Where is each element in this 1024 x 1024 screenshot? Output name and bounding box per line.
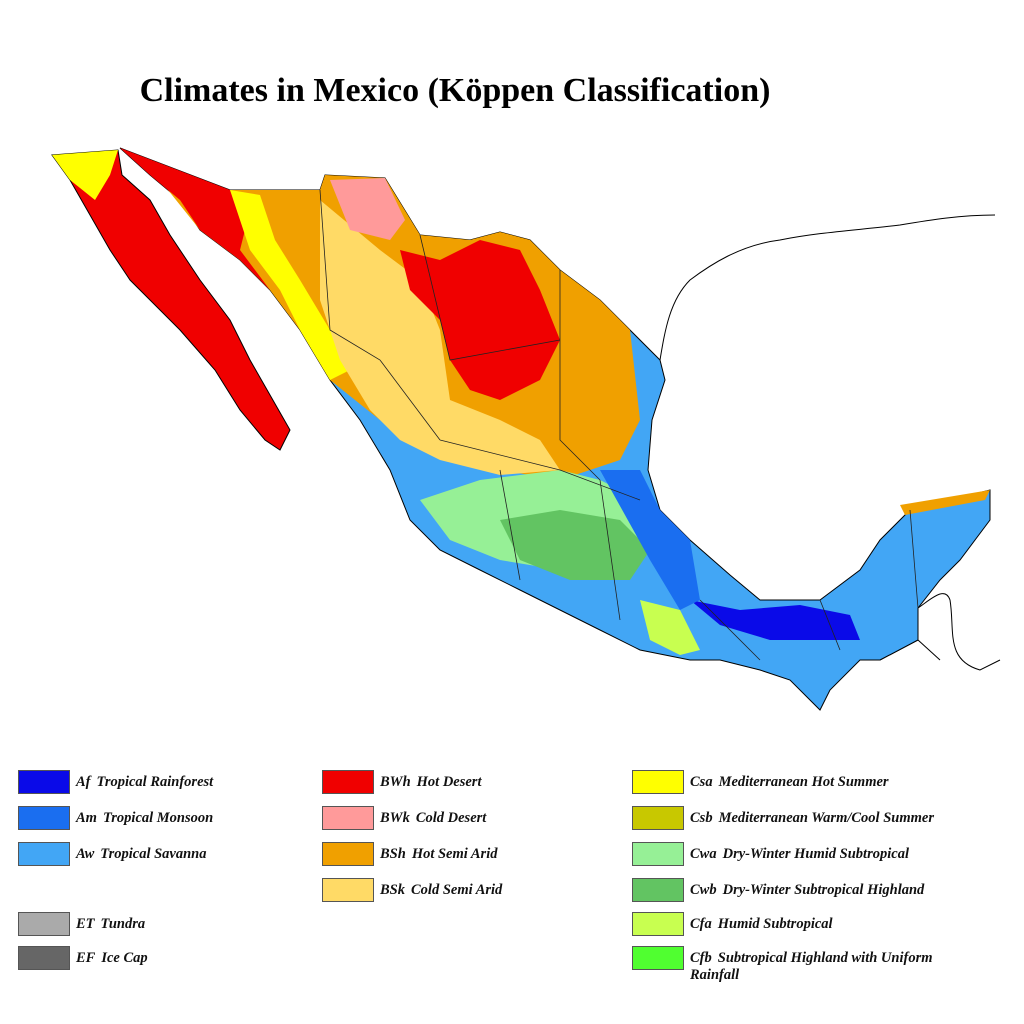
legend-item: Aw Tropical Savanna — [18, 842, 207, 866]
legend-item: Cwa Dry-Winter Humid Subtropical — [632, 842, 909, 866]
legend-swatch — [322, 770, 374, 794]
region-csa — [230, 190, 350, 380]
legend-item: BWk Cold Desert — [322, 806, 486, 830]
region-am — [600, 470, 700, 610]
legend-code: BWk — [380, 810, 410, 826]
legend-swatch — [632, 878, 684, 902]
legend-text: Cwb Dry-Winter Subtropical Highland — [690, 878, 924, 899]
legend-swatch — [632, 912, 684, 936]
legend-item: Am Tropical Monsoon — [18, 806, 213, 830]
legend-swatch — [18, 842, 70, 866]
region-bwk — [330, 178, 405, 240]
legend-code: Am — [76, 810, 97, 826]
legend-text: BSh Hot Semi Arid — [380, 842, 497, 863]
legend-label: Tropical Savanna — [100, 846, 207, 862]
legend-label: Dry-Winter Humid Subtropical — [722, 846, 909, 862]
legend-text: BWh Hot Desert — [380, 770, 481, 791]
region-bsk — [320, 200, 560, 475]
region-cfa — [640, 600, 700, 655]
legend-item: BSh Hot Semi Arid — [322, 842, 497, 866]
legend-code: Cfa — [690, 916, 712, 932]
legend-code: BSk — [380, 882, 405, 898]
legend-code: Csa — [690, 774, 713, 790]
legend-text: Csa Mediterranean Hot Summer — [690, 770, 889, 791]
region-bwh-sonora — [120, 148, 270, 290]
legend-item: ET Tundra — [18, 912, 145, 936]
legend-code: Af — [76, 774, 91, 790]
legend-swatch — [18, 912, 70, 936]
legend-text: Cfa Humid Subtropical — [690, 912, 833, 933]
legend-item: Cwb Dry-Winter Subtropical Highland — [632, 878, 924, 902]
legend-swatch — [322, 842, 374, 866]
legend-item: Cfa Humid Subtropical — [632, 912, 833, 936]
region-cwb — [500, 510, 650, 580]
legend-swatch — [322, 806, 374, 830]
legend-label: Mediterranean Hot Summer — [718, 774, 889, 790]
legend-label: Tropical Rainforest — [96, 774, 214, 790]
baja-north — [52, 150, 118, 200]
legend-text: ET Tundra — [76, 912, 145, 933]
legend-label: Mediterranean Warm/Cool Summer — [718, 810, 934, 826]
baja-california — [51, 149, 291, 451]
legend-label: Ice Cap — [101, 950, 148, 966]
map-title: Climates in Mexico (Köppen Classificatio… — [139, 72, 771, 109]
legend-text: BSk Cold Semi Arid — [380, 878, 502, 899]
legend-code: Cfb — [690, 950, 712, 966]
legend-label: Hot Semi Arid — [411, 846, 498, 862]
legend-text: Am Tropical Monsoon — [76, 806, 213, 827]
region-yucatan-bsh — [900, 490, 990, 515]
legend-code: Cwb — [690, 882, 717, 898]
legend-code: ET — [76, 916, 95, 932]
legend-label: Tundra — [100, 916, 146, 932]
legend-swatch — [18, 806, 70, 830]
legend-item: BSk Cold Semi Arid — [322, 878, 502, 902]
legend-swatch — [18, 946, 70, 970]
legend-item: Csa Mediterranean Hot Summer — [632, 770, 889, 794]
legend-code: BSh — [380, 846, 406, 862]
legend-item: Af Tropical Rainforest — [18, 770, 213, 794]
legend-label: Cold Desert — [415, 810, 487, 826]
legend-text: Af Tropical Rainforest — [76, 770, 213, 791]
legend-item: Cfb Subtropical Highland with Uniform Rai… — [632, 946, 980, 984]
region-bwh-chihuahua — [400, 240, 560, 400]
legend-label: Tropical Monsoon — [102, 810, 214, 826]
legend-text: Csb Mediterranean Warm/Cool Summer — [690, 806, 934, 827]
legend-text: Cfb Subtropical Highland with Uniform Rai… — [690, 946, 980, 984]
legend-item: Csb Mediterranean Warm/Cool Summer — [632, 806, 934, 830]
legend-code: Csb — [690, 810, 713, 826]
legend-swatch — [632, 842, 684, 866]
legend-text: Aw Tropical Savanna — [76, 842, 207, 863]
legend-label: Humid Subtropical — [717, 916, 833, 932]
legend-swatch — [18, 770, 70, 794]
state-borders — [319, 189, 919, 661]
legend-item: EF Ice Cap — [18, 946, 148, 970]
legend-swatch — [632, 770, 684, 794]
legend-label: Subtropical Highland with Uniform Rainfa… — [690, 950, 933, 983]
legend-label: Hot Desert — [416, 774, 482, 790]
legend-text: EF Ice Cap — [76, 946, 148, 967]
legend-label: Cold Semi Arid — [411, 882, 503, 898]
legend-swatch — [632, 806, 684, 830]
legend-swatch — [322, 878, 374, 902]
legend-item: BWh Hot Desert — [322, 770, 481, 794]
legend-text: Cwa Dry-Winter Humid Subtropical — [690, 842, 909, 863]
legend-text: BWk Cold Desert — [380, 806, 486, 827]
region-af — [690, 600, 860, 640]
legend-code: Aw — [76, 846, 95, 862]
legend-code: Cwa — [690, 846, 717, 862]
legend-swatch — [632, 946, 684, 970]
legend-label: Dry-Winter Subtropical Highland — [722, 882, 925, 898]
legend-code: BWh — [380, 774, 411, 790]
legend-code: EF — [76, 950, 96, 966]
